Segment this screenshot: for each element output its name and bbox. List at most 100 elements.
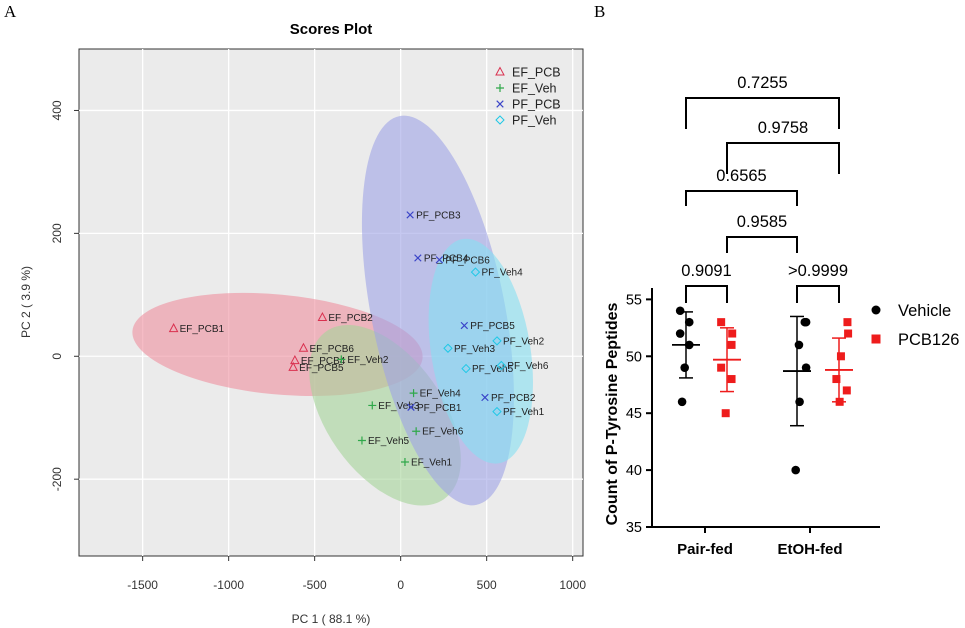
legend-marker-pf-pcb [496,100,504,108]
comparison-bracket [685,97,840,129]
scores-legend: EF_PCB EF_Veh PF_PCB PF_Veh [495,66,561,128]
p-value-label: 0.9758 [758,119,808,137]
x-category-label: Pair-fed [677,541,733,558]
comparison-bracket [726,236,798,253]
confidence-ellipses [132,115,533,506]
point-ef-pcb4 [290,355,300,365]
square-pcb126 [727,375,736,384]
x-tick-label: 500 [477,578,497,592]
point-ef-veh4 [409,389,418,398]
point-ef-veh5 [357,436,366,445]
point-pf-pcb2 [481,393,489,402]
point-pf-pcb5 [460,321,469,330]
point-pf-pcb1 [407,403,415,412]
p-value-label: 0.6565 [716,167,766,185]
peptide-y-axis-label: Count of P-Tyrosine Peptides [604,302,621,525]
panel-b-letter: B [594,2,605,21]
x-tick-label: 1000 [559,578,586,592]
dot-vehicle [675,329,685,338]
legend-label: EF_Veh [512,82,557,96]
p-value-label: 0.9585 [737,213,787,231]
legend-marker-ef-veh [496,84,504,92]
point-label: EF_PCB6 [309,344,354,355]
p-value-label: >0.9999 [788,262,848,280]
point-label: EF_Veh2 [347,355,389,366]
point-label: PF_PCB3 [416,210,461,221]
point-pf-pcb3 [406,211,414,219]
legend-marker-vehicle [871,305,881,315]
point-label: EF_Veh1 [411,457,453,468]
comparison-bracket [685,285,728,303]
point-ef-veh2 [337,355,346,364]
point-label: EF_Veh3 [378,401,420,412]
x-tick-label: -500 [303,578,327,592]
y-tick-label: 45 [626,406,642,422]
dot-vehicle [684,317,694,327]
peptide-count-plot: 35 40 45 50 55 Pair-fed EtOH-fed Count of P-Ty… [604,74,959,558]
point-ef-pcb2 [317,311,328,322]
point-ef-pcb5 [288,361,298,371]
point-label: EF_PCB2 [328,313,373,324]
legend-label: PCB126 [898,331,959,349]
dot-vehicle [794,340,804,350]
point-label: EF_Veh6 [422,427,464,438]
x-axis-label: PC 1 ( 88.1 %) [292,612,371,626]
y-tick-label: 200 [50,223,64,243]
peptide-legend: Vehicle PCB126 [871,302,959,349]
point-label: PF_Veh5 [472,364,514,375]
significance-brackets: 0.7255 0.9758 0.6565 0.9585 0.9091 >0.9999 [681,74,848,303]
point-label: PF_PCB2 [491,393,536,404]
y-tick-label: 35 [626,520,642,536]
comparison-bracket [726,142,840,174]
point-label: PF_PCB5 [470,321,515,332]
square-pcb126 [721,409,730,418]
axis-ticks: -1500 -1000 -500 0 500 1000 -200 0 200 400 [50,100,586,592]
point-label: PF_Veh3 [454,344,496,355]
scores-plot-title: Scores Plot [290,21,373,38]
legend-label: EF_PCB [512,66,561,80]
dot-vehicle [677,397,687,407]
point-ef-veh1 [400,457,409,466]
y-tick-label: 40 [626,463,642,479]
point-label: EF_PCB1 [180,324,225,335]
point-ef-pcb1 [168,323,179,333]
point-ef-pcb6 [298,342,309,352]
peptide-axes: 35 40 45 50 55 Pair-fed EtOH-fed [626,288,880,558]
x-tick-label: -1500 [127,578,158,592]
square-pcb126 [832,375,841,384]
dot-vehicle [801,363,811,372]
point-label: EF_PCB4 [301,356,346,367]
x-tick-label: 0 [397,578,404,592]
square-pcb126 [727,340,736,349]
point-label: EF_PCB5 [299,363,344,374]
comparison-bracket [685,190,798,206]
p-value-label: 0.7255 [737,74,787,92]
legend-marker-ef-pcb [495,66,505,76]
x-tick-label: -1000 [213,578,244,592]
square-pcb126 [843,318,852,327]
point-label: PF_PCB1 [417,403,462,414]
y-tick-label: 55 [626,292,642,308]
point-label: PF_Veh6 [507,361,549,372]
y-tick-label: 50 [626,349,642,365]
y-tick-label: 400 [50,100,64,120]
point-ef-veh3 [368,401,377,410]
point-pf-veh6 [496,360,507,371]
point-pf-veh1 [492,406,502,417]
dot-vehicle [680,363,689,372]
legend-label: Vehicle [898,302,951,320]
dot-vehicle [800,317,810,327]
point-label: PF_Veh2 [503,336,545,347]
square-pcb126 [836,352,845,361]
point-pf-veh2 [492,336,502,346]
scores-plot: Scores Plot EF_PCB1EF_PCB2EF_PCB6EF_PCB4… [19,21,586,626]
point-ef-veh6 [412,427,421,436]
peptide-points [672,306,853,475]
legend-marker-pf-veh [495,115,505,125]
ellipse-pf-veh [428,238,533,464]
point-label: EF_Veh5 [368,436,410,447]
y-axis-label: PC 2 ( 3.9 %) [19,266,33,338]
x-category-label: EtOH-fed [778,541,843,558]
point-label: EF_Veh4 [420,389,462,400]
